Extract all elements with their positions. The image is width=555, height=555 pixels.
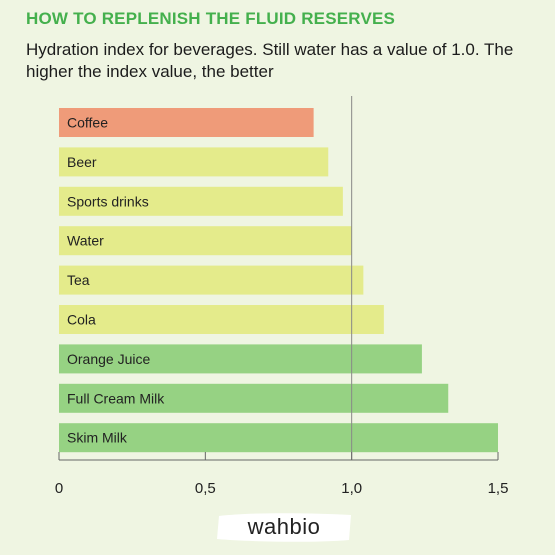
bar-label-beer: Beer [67,154,97,170]
x-tick-label: 0,5 [195,480,216,497]
bar-label-skim-milk: Skim Milk [67,430,128,446]
chart-title: HOW TO REPLENISH THE FLUID RESERVES [26,9,396,28]
x-tick-label: 1,5 [488,480,509,497]
bar-cola [59,305,384,334]
bar-orange-juice [59,344,422,374]
x-tick-label: 0 [55,480,63,497]
bar-beer [59,147,329,177]
bar-skim-milk [59,423,498,453]
wahbio-logo: wahbio [213,510,355,544]
bar-label-full-cream-milk: Full Cream Milk [67,390,165,406]
chart-subtitle: Hydration index for beverages. Still wat… [26,40,514,81]
bar-tea [59,265,364,295]
bar-coffee [59,108,314,137]
x-tick-label: 1,0 [341,480,362,497]
bar-label-orange-juice: Orange Juice [67,351,150,367]
bar-water [59,226,352,256]
bar-label-cola: Cola [67,312,96,328]
bar-label-tea: Tea [67,272,90,288]
logo-brush-stroke [217,513,351,542]
bar-full-cream-milk [59,383,449,413]
bar-label-coffee: Coffee [67,115,108,131]
bar-label-water: Water [67,233,104,249]
logo-text: wahbio [247,514,321,539]
bar-sports-drinks [59,186,343,216]
bar-label-sports-drinks: Sports drinks [67,193,149,209]
